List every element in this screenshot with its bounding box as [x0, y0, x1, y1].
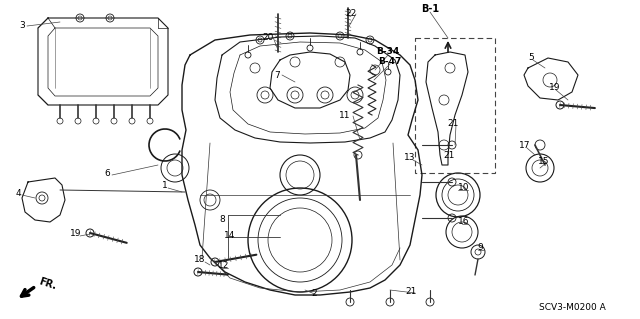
Text: 21: 21 [447, 120, 459, 129]
Text: 6: 6 [104, 168, 110, 177]
Text: 13: 13 [404, 153, 416, 162]
Text: 5: 5 [528, 54, 534, 63]
Text: 3: 3 [19, 21, 25, 31]
Text: 16: 16 [458, 218, 470, 226]
Text: 10: 10 [458, 183, 470, 192]
Text: 17: 17 [519, 140, 531, 150]
Text: FR.: FR. [38, 277, 58, 292]
Text: SCV3-M0200 A: SCV3-M0200 A [539, 302, 605, 311]
Text: 20: 20 [262, 33, 274, 41]
Text: 15: 15 [538, 157, 550, 166]
Text: 14: 14 [224, 231, 236, 240]
Text: B-1: B-1 [421, 4, 439, 14]
Text: B-47: B-47 [378, 56, 402, 65]
Text: B-34: B-34 [376, 48, 399, 56]
Text: 8: 8 [219, 216, 225, 225]
Text: 18: 18 [195, 256, 205, 264]
Text: 21: 21 [444, 151, 454, 160]
Text: 21: 21 [405, 286, 417, 295]
Text: 19: 19 [549, 84, 561, 93]
Text: 9: 9 [477, 243, 483, 253]
Text: 22: 22 [346, 9, 356, 18]
Text: 11: 11 [339, 112, 351, 121]
Text: 7: 7 [274, 70, 280, 79]
Text: 12: 12 [218, 262, 230, 271]
Text: 2: 2 [311, 288, 317, 298]
Text: 1: 1 [162, 182, 168, 190]
Text: 19: 19 [70, 229, 82, 239]
Bar [415, 38, 495, 173]
Text: 4: 4 [15, 189, 21, 197]
